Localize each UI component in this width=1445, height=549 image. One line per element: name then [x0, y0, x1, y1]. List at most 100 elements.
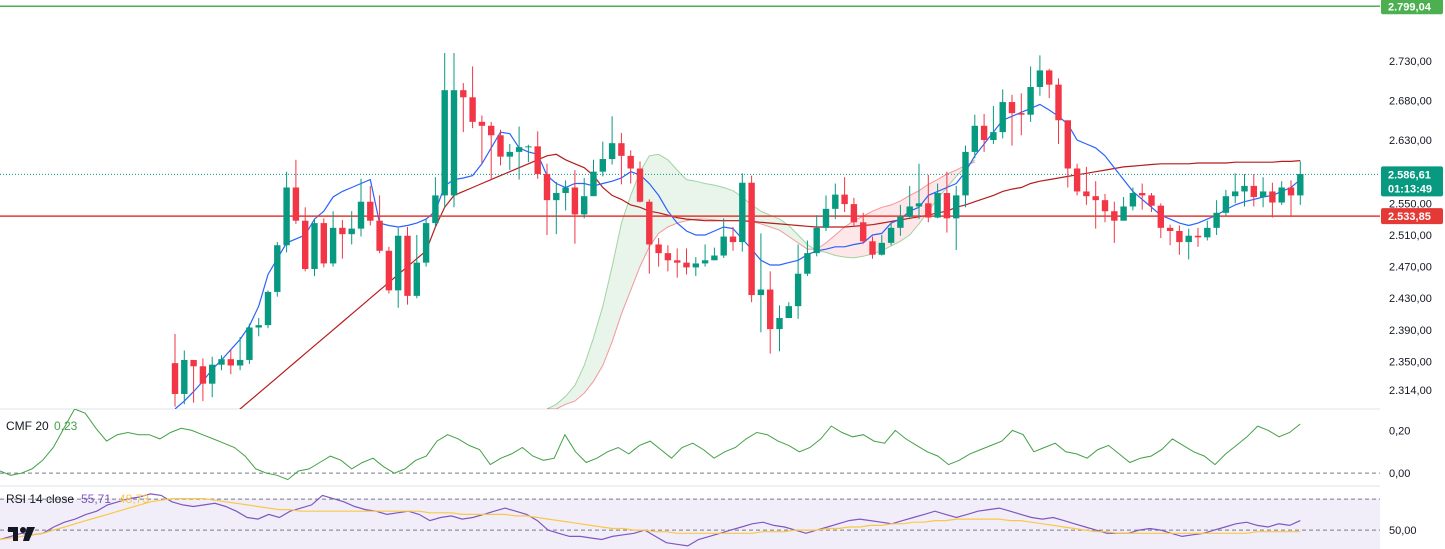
candle[interactable] [432, 177, 439, 228]
candle[interactable] [348, 211, 355, 245]
candle[interactable] [292, 159, 300, 224]
candle[interactable] [543, 163, 551, 235]
candle[interactable] [711, 247, 718, 261]
candle[interactable] [869, 236, 876, 259]
candle[interactable] [339, 219, 346, 259]
candle[interactable] [367, 185, 374, 226]
candle[interactable] [181, 350, 188, 405]
candle[interactable] [599, 141, 606, 177]
candle[interactable] [1008, 94, 1016, 146]
candle[interactable] [1083, 166, 1090, 205]
candle[interactable] [376, 195, 383, 254]
candles[interactable] [171, 53, 1304, 407]
candle[interactable] [1129, 187, 1137, 211]
candle[interactable] [776, 305, 783, 352]
candle[interactable] [590, 159, 597, 197]
candle[interactable] [720, 218, 727, 258]
candle[interactable] [971, 114, 978, 159]
candle[interactable] [1139, 183, 1146, 210]
candle[interactable] [311, 219, 318, 277]
candle[interactable] [506, 143, 513, 171]
candle[interactable] [469, 66, 476, 129]
candle[interactable] [1297, 161, 1304, 205]
candle[interactable] [618, 132, 625, 185]
candle[interactable] [860, 212, 867, 244]
candle[interactable] [497, 129, 504, 166]
candle[interactable] [1185, 228, 1192, 260]
candle[interactable] [729, 227, 737, 251]
candle[interactable] [646, 199, 653, 274]
candle[interactable] [627, 150, 634, 184]
candle[interactable] [255, 318, 262, 337]
candle[interactable] [813, 215, 820, 257]
candle[interactable] [404, 227, 411, 305]
candle[interactable] [878, 234, 885, 256]
candle[interactable] [757, 233, 765, 333]
tradingview-logo-icon[interactable] [8, 527, 35, 541]
candle[interactable] [822, 195, 830, 232]
candle[interactable] [739, 173, 746, 252]
candle[interactable] [1157, 203, 1164, 239]
candle[interactable] [1250, 174, 1257, 207]
candle[interactable] [460, 83, 467, 133]
candle[interactable] [329, 211, 337, 267]
candle[interactable] [1232, 173, 1239, 204]
candle[interactable] [887, 223, 895, 246]
candle[interactable] [450, 53, 458, 208]
candle[interactable] [850, 197, 858, 228]
candle[interactable] [841, 177, 848, 213]
candle[interactable] [636, 161, 644, 203]
candle[interactable] [692, 257, 699, 277]
candle[interactable] [171, 333, 179, 407]
candle[interactable] [1101, 193, 1109, 223]
price-axis[interactable]: 2.730,002.680,002.630,002.590,002.550,00… [1389, 56, 1432, 537]
candle[interactable] [906, 185, 913, 220]
candle[interactable] [664, 245, 672, 272]
candle[interactable] [608, 116, 616, 165]
candle[interactable] [413, 234, 420, 299]
candle[interactable] [478, 115, 486, 163]
candle[interactable] [199, 358, 207, 402]
candle[interactable] [1269, 182, 1276, 218]
candle[interactable] [832, 183, 839, 220]
candle[interactable] [441, 53, 448, 208]
candle[interactable] [1092, 181, 1099, 229]
candle[interactable] [1287, 180, 1295, 217]
candle[interactable] [571, 170, 579, 244]
candle[interactable] [1259, 177, 1267, 208]
candle[interactable] [246, 323, 253, 364]
candle[interactable] [1278, 181, 1285, 205]
candle[interactable] [515, 126, 523, 180]
candle[interactable] [785, 302, 792, 319]
candle[interactable] [897, 204, 904, 236]
candle[interactable] [1073, 163, 1081, 196]
candle[interactable] [767, 271, 774, 354]
candle[interactable] [302, 207, 309, 272]
candle[interactable] [227, 349, 234, 375]
candle[interactable] [264, 290, 272, 329]
candle[interactable] [1204, 220, 1211, 241]
candle[interactable] [553, 181, 560, 235]
candle[interactable] [1018, 93, 1025, 136]
candle[interactable] [925, 174, 932, 223]
candle[interactable] [915, 163, 923, 220]
candle[interactable] [1046, 68, 1053, 99]
candle[interactable] [320, 218, 327, 268]
candle[interactable] [1166, 224, 1174, 246]
candle[interactable] [525, 144, 532, 163]
candle[interactable] [283, 171, 290, 253]
candle[interactable] [701, 244, 709, 267]
candle[interactable] [655, 238, 662, 267]
candle[interactable] [209, 356, 216, 398]
candle[interactable] [534, 131, 541, 179]
candle[interactable] [581, 177, 588, 219]
candle[interactable] [1055, 78, 1062, 144]
candle[interactable] [1064, 120, 1071, 188]
candle[interactable] [357, 178, 365, 237]
candle[interactable] [1213, 200, 1220, 235]
candle[interactable] [422, 219, 430, 267]
candle[interactable] [962, 145, 969, 208]
candle[interactable] [1194, 227, 1202, 247]
candle[interactable] [1027, 66, 1034, 122]
